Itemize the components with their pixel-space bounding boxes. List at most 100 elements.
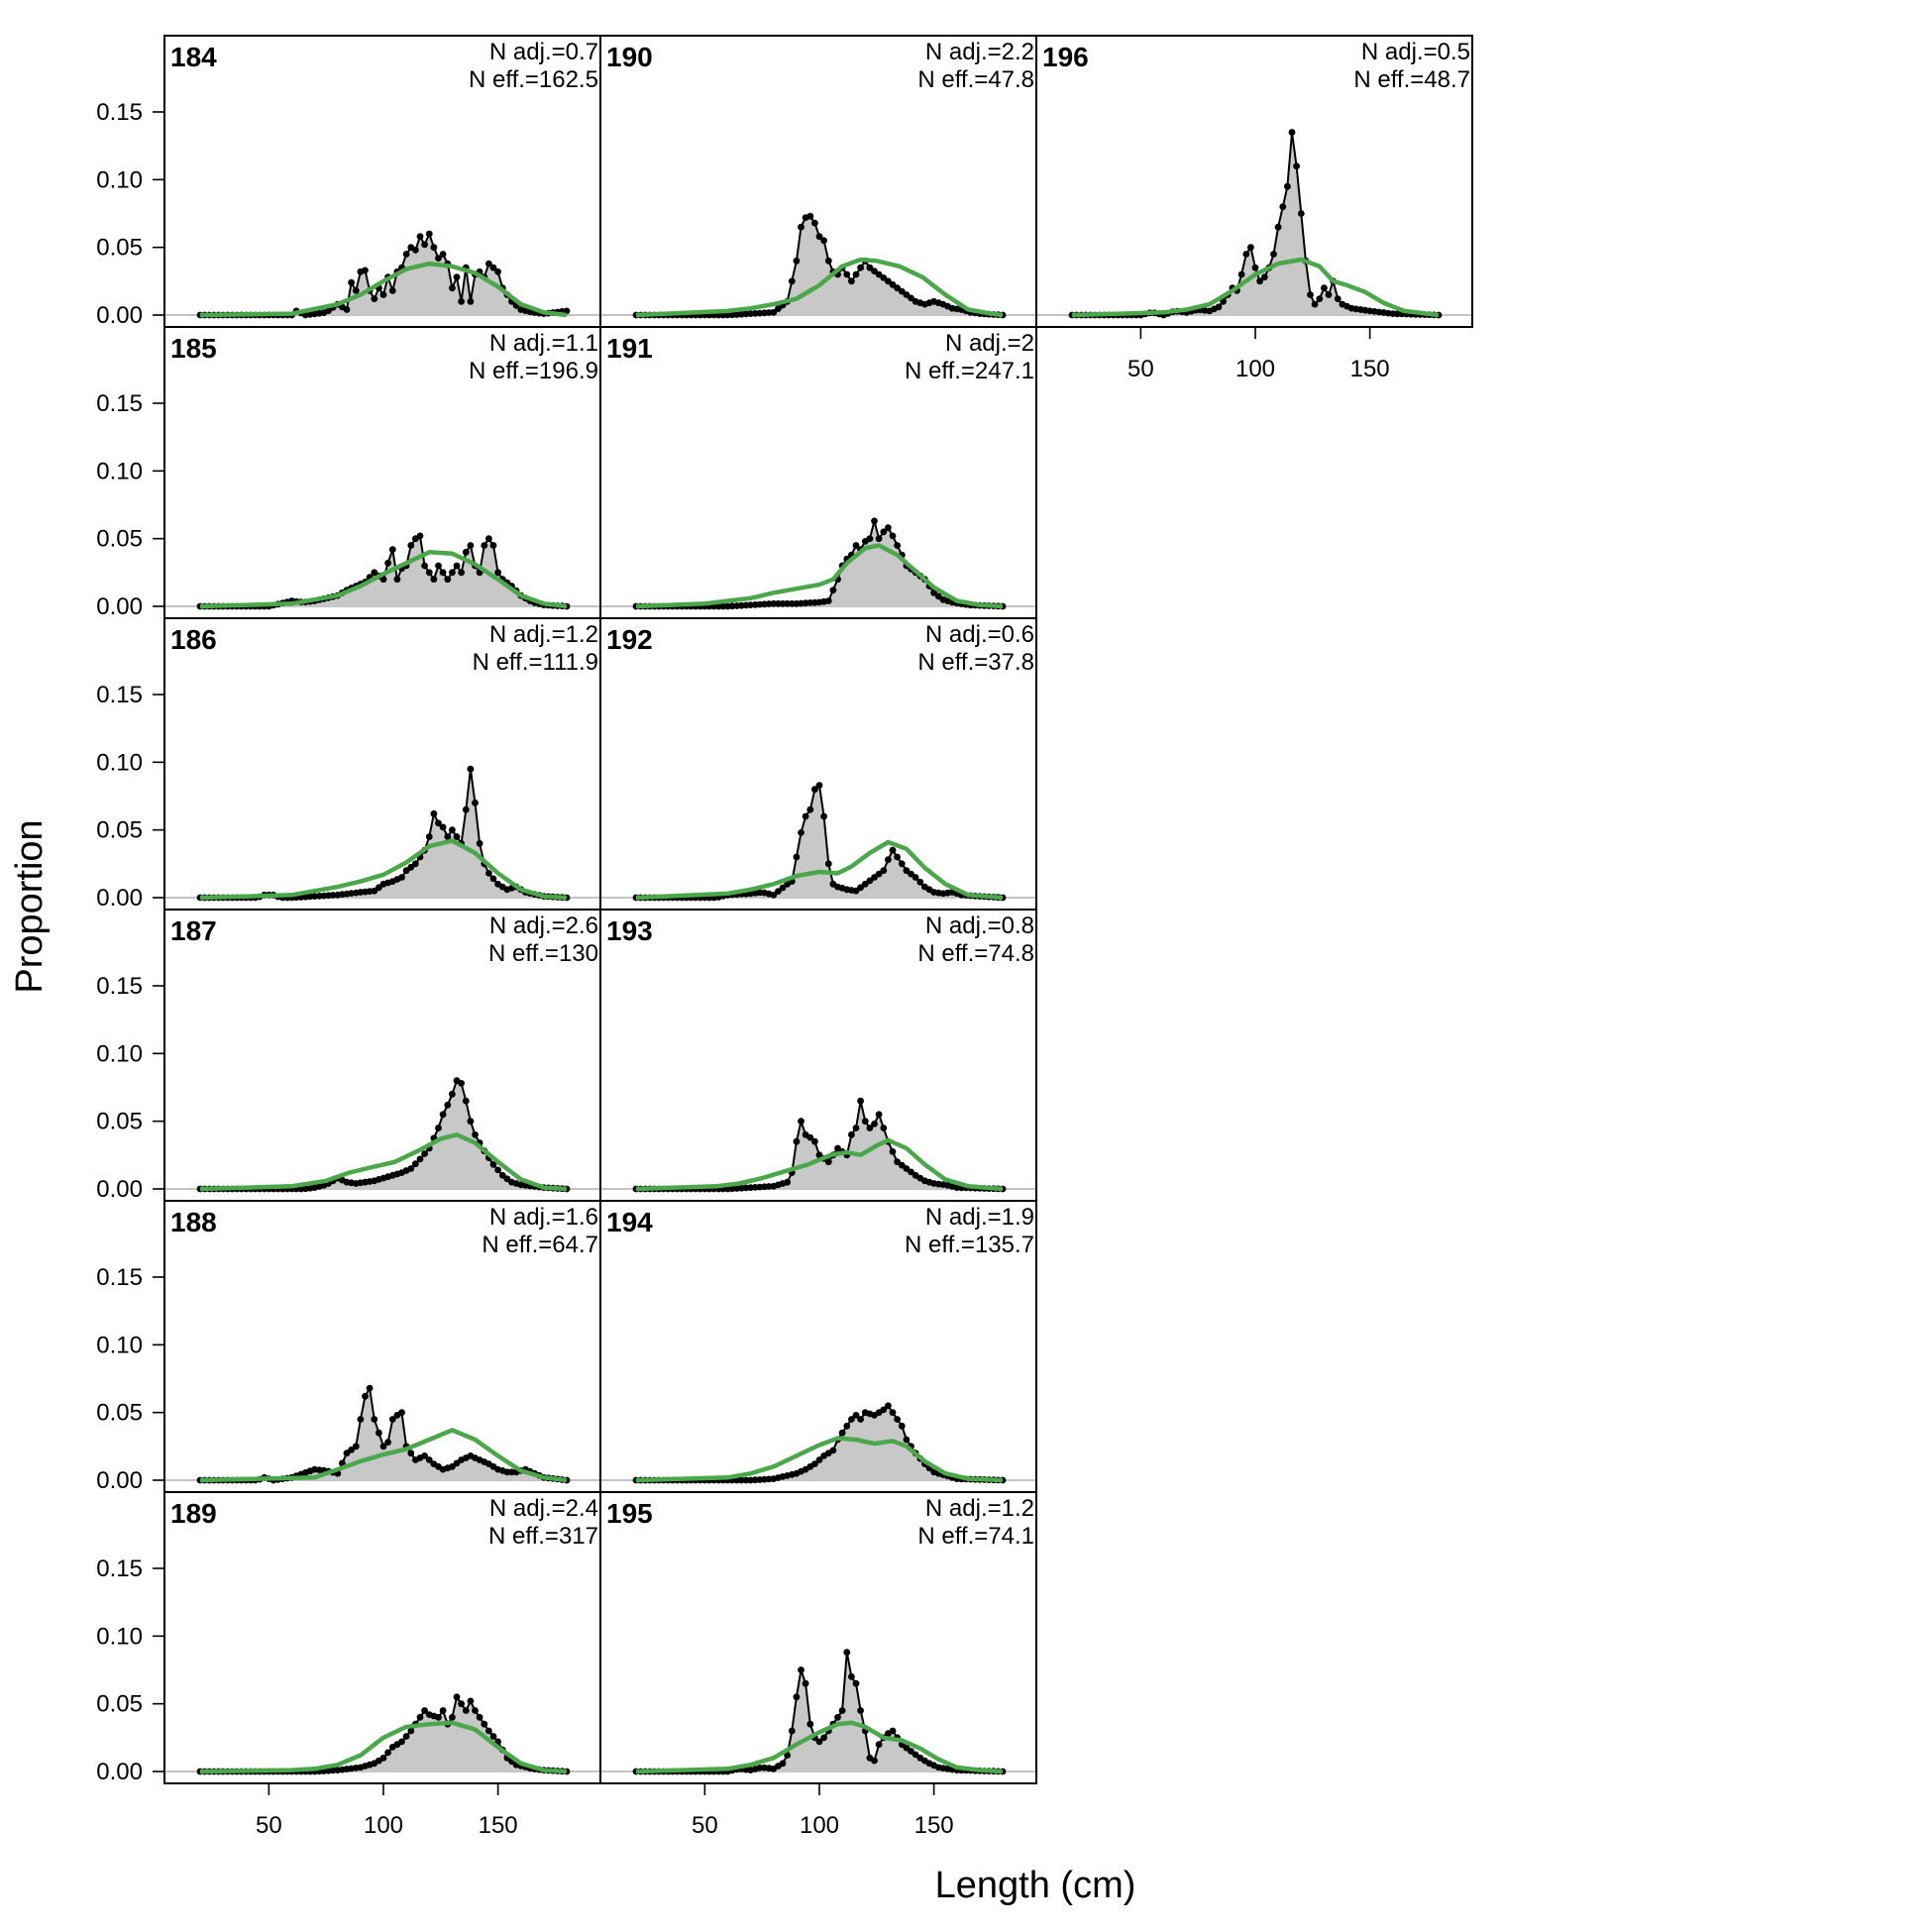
observed-point	[784, 599, 791, 607]
observed-point	[412, 247, 419, 254]
observed-point	[793, 1693, 801, 1701]
observed-point	[866, 535, 874, 543]
observed-point	[857, 264, 864, 271]
panel-label: 188	[170, 1207, 217, 1237]
observed-point	[811, 1460, 818, 1467]
observed-point	[416, 532, 424, 540]
n-adj-label: N adj.=0.8	[925, 912, 1034, 939]
observed-point	[912, 1751, 919, 1759]
panel-frame	[1035, 35, 1473, 328]
observed-point	[407, 1727, 415, 1735]
observed-point	[453, 273, 461, 281]
y-tick-label: 0.10	[96, 458, 143, 484]
observed-point	[815, 1456, 823, 1463]
observed-point	[871, 1121, 878, 1127]
observed-point	[421, 1707, 428, 1714]
x-tick-label: 150	[1350, 356, 1390, 382]
observed-point	[885, 856, 892, 864]
observed-point	[467, 1118, 475, 1126]
observed-point	[384, 559, 391, 567]
observed-point	[770, 891, 778, 899]
observed-point	[384, 1439, 391, 1447]
n-adj-label: N adj.=2.2	[925, 39, 1034, 65]
observed-point	[798, 1666, 805, 1673]
observed-point	[458, 297, 465, 305]
observed-point	[348, 1446, 355, 1453]
observed-point	[371, 1416, 378, 1423]
n-eff-label: N eff.=130	[488, 940, 598, 967]
observed-point	[407, 542, 415, 549]
n-adj-label: N adj.=1.2	[925, 1495, 1034, 1522]
observed-point	[880, 528, 888, 536]
observed-point	[880, 867, 888, 875]
panel-186: 186 N adj.=1.2N eff.=111.9 0.00 0.05 0.10 0.1…	[96, 617, 601, 912]
observed-point	[880, 1125, 888, 1131]
observed-point	[1256, 277, 1263, 285]
observed-point	[802, 1679, 809, 1687]
observed-area	[200, 1388, 567, 1480]
observed-point	[824, 1158, 832, 1166]
observed-point	[379, 1754, 387, 1762]
y-tick-label: 0.05	[96, 526, 143, 553]
observed-point	[1284, 182, 1291, 190]
observed-line	[200, 769, 568, 899]
observed-area	[636, 520, 1003, 606]
observed-point	[880, 1406, 888, 1414]
observed-point	[430, 809, 438, 817]
observed-point	[388, 546, 396, 553]
expected-line	[635, 1436, 1004, 1483]
expected-line	[199, 838, 568, 901]
y-tick-label: 0.15	[96, 1264, 143, 1291]
observed-point	[829, 587, 837, 593]
observed-point	[494, 1166, 501, 1174]
observed-point	[481, 542, 488, 549]
observed-point	[875, 870, 883, 878]
observed-point	[834, 1713, 841, 1721]
observed-point	[472, 1130, 479, 1138]
observed-point	[449, 569, 456, 577]
n-adj-label: N adj.=0.5	[1361, 39, 1470, 65]
observed-point	[444, 833, 452, 840]
observed-point	[489, 1733, 497, 1740]
observed-point	[425, 1456, 433, 1463]
expected-line	[635, 1720, 1004, 1774]
observed-area	[636, 216, 1003, 315]
observed-point	[462, 548, 470, 556]
observed-point	[425, 833, 433, 840]
n-eff-label: N eff.=74.1	[917, 1523, 1034, 1550]
observed-point	[485, 1727, 492, 1735]
observed-point	[416, 1713, 424, 1721]
observed-point	[802, 812, 809, 820]
observed-point	[871, 1757, 878, 1765]
observed-point	[889, 1409, 897, 1417]
observed-point	[806, 1720, 814, 1728]
panel-label: 193	[606, 915, 653, 946]
observed-point	[894, 1416, 901, 1423]
n-adj-label: N adj.=1.1	[489, 330, 598, 357]
observed-area	[200, 535, 567, 606]
x-tick-label: 100	[1235, 356, 1275, 382]
panel-195: 195 N adj.=1.2N eff.=74.1 50 100 150	[599, 1491, 1037, 1839]
observed-point	[458, 1700, 465, 1708]
panel-193: 193 N adj.=0.8N eff.=74.8	[599, 909, 1037, 1202]
n-eff-label: N eff.=74.8	[917, 940, 1034, 967]
y-tick-label: 0.00	[96, 1759, 143, 1785]
observed-point	[852, 270, 860, 278]
observed-point	[889, 846, 897, 854]
y-axis-title: Proportion	[9, 819, 51, 993]
observed-point	[352, 287, 360, 294]
observed-point	[861, 1118, 869, 1126]
observed-point	[843, 1649, 851, 1657]
observed-point	[467, 297, 475, 305]
observed-point	[889, 532, 897, 540]
expected-line	[635, 543, 1004, 609]
n-eff-label: N eff.=64.7	[482, 1232, 598, 1258]
observed-point	[1242, 251, 1250, 258]
observed-point	[1274, 223, 1282, 231]
y-tick-label: 0.05	[96, 1691, 143, 1718]
observed-area	[200, 1080, 567, 1189]
observed-point	[820, 812, 827, 820]
panel-label: 185	[170, 333, 217, 364]
observed-point	[1316, 295, 1324, 302]
observed-point	[894, 1158, 901, 1166]
